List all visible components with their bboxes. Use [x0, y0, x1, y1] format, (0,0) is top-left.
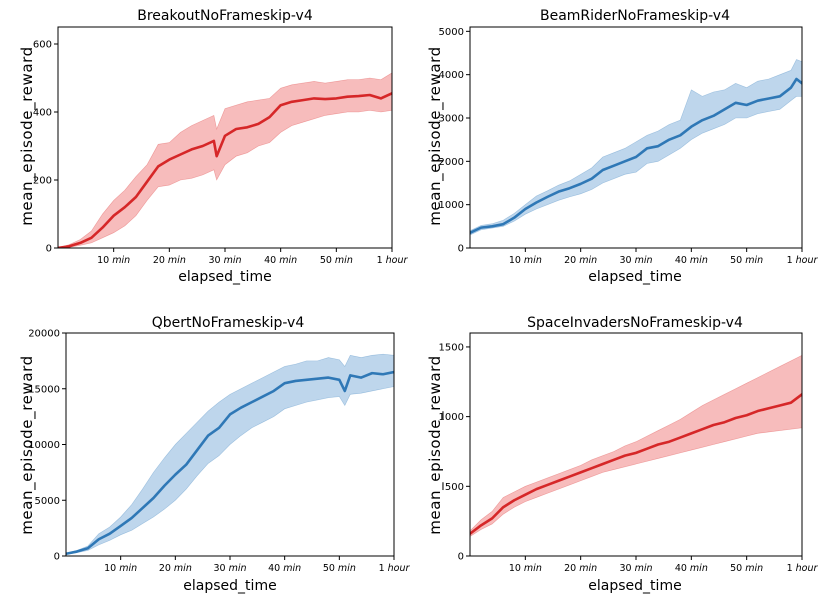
axes-frame — [65, 332, 395, 557]
x-tick-label: 20 min — [153, 255, 186, 266]
x-tick-label: 1 hour — [379, 563, 411, 574]
x-tick-label: 30 min — [213, 563, 246, 574]
y-tick-label: 3000 — [439, 114, 464, 125]
axes-frame — [469, 26, 803, 249]
mean-reward-line — [58, 92, 392, 248]
x-tick-label: 50 min — [323, 563, 356, 574]
x-tick-label: 30 min — [619, 255, 652, 266]
y-axis-label: mean_episode_reward — [426, 46, 445, 226]
x-tick-label: 20 min — [564, 563, 597, 574]
x-tick-label: 40 min — [268, 563, 301, 574]
chart-title: BreakoutNoFrameskip-v4 — [137, 8, 313, 24]
x-tick-label: 1 hour — [787, 255, 819, 266]
y-tick-label: 600 — [33, 40, 52, 51]
plot-area — [58, 72, 392, 248]
y-tick-label: 4000 — [439, 70, 464, 81]
axes-frame — [57, 26, 393, 249]
y-tick-label: 5000 — [35, 496, 60, 507]
x-tick-label: 50 min — [730, 563, 763, 574]
x-tick-label: 40 min — [675, 255, 708, 266]
confidence-band — [470, 59, 802, 236]
plot-area — [470, 354, 802, 537]
plot-area — [66, 353, 394, 556]
chart-panel-beamrider: BeamRiderNoFrameskip-v4 mean_episode_rew… — [426, 8, 819, 285]
mean-reward-line — [470, 393, 802, 536]
mean-reward-line — [470, 77, 802, 235]
y-tick-label: 400 — [33, 108, 52, 119]
y-tick-label: 1000 — [439, 412, 464, 423]
y-tick-label: 0 — [458, 244, 464, 255]
chart-title: BeamRiderNoFrameskip-v4 — [540, 8, 730, 24]
x-tick-label: 10 min — [97, 255, 130, 266]
x-axis-label: elapsed_time — [183, 578, 276, 594]
chart-title: QbertNoFrameskip-v4 — [152, 315, 305, 331]
x-tick-label: 1 hour — [377, 255, 409, 266]
plot-area — [470, 59, 802, 236]
y-axis-label: mean_episode_reward — [18, 46, 37, 226]
x-axis-label: elapsed_time — [178, 269, 271, 285]
x-tick-label: 40 min — [675, 563, 708, 574]
x-axis-label: elapsed_time — [588, 269, 681, 285]
confidence-band — [58, 72, 392, 248]
y-tick-label: 0 — [46, 244, 52, 255]
y-tick-label: 2000 — [439, 157, 464, 168]
x-tick-label: 20 min — [564, 255, 597, 266]
y-tick-label: 0 — [458, 552, 464, 563]
x-tick-label: 30 min — [619, 563, 652, 574]
x-tick-label: 10 min — [509, 255, 542, 266]
chart-panel-qbert: QbertNoFrameskip-v4 mean_episode_reward … — [18, 315, 411, 594]
x-tick-label: 1 hour — [787, 563, 819, 574]
y-tick-label: 5000 — [439, 27, 464, 38]
chart-panel-spaceinvaders: SpaceInvadersNoFrameskip-v4 mean_episode… — [426, 315, 819, 594]
chart-panel-breakout: BreakoutNoFrameskip-v4 mean_episode_rewa… — [18, 8, 409, 285]
x-tick-label: 50 min — [320, 255, 353, 266]
mean-reward-line — [66, 370, 394, 556]
x-tick-label: 10 min — [509, 563, 542, 574]
x-tick-label: 30 min — [208, 255, 241, 266]
y-tick-label: 20000 — [28, 329, 60, 340]
confidence-band — [66, 353, 394, 555]
confidence-band — [470, 354, 802, 537]
y-tick-label: 500 — [445, 482, 464, 493]
x-axis-label: elapsed_time — [588, 578, 681, 594]
axes-frame — [469, 332, 803, 557]
x-tick-label: 20 min — [159, 563, 192, 574]
y-tick-label: 15000 — [28, 384, 60, 395]
chart-title: SpaceInvadersNoFrameskip-v4 — [527, 315, 743, 331]
y-axis-label: mean_episode_reward — [18, 355, 37, 535]
y-axis-label: mean_episode_reward — [426, 355, 445, 535]
y-tick-label: 10000 — [28, 440, 60, 451]
y-tick-label: 200 — [33, 176, 52, 187]
y-tick-label: 0 — [54, 552, 60, 563]
y-tick-label: 1500 — [439, 342, 464, 353]
x-tick-label: 10 min — [104, 563, 137, 574]
x-tick-label: 40 min — [264, 255, 297, 266]
x-tick-label: 50 min — [730, 255, 763, 266]
y-tick-label: 1000 — [439, 200, 464, 211]
